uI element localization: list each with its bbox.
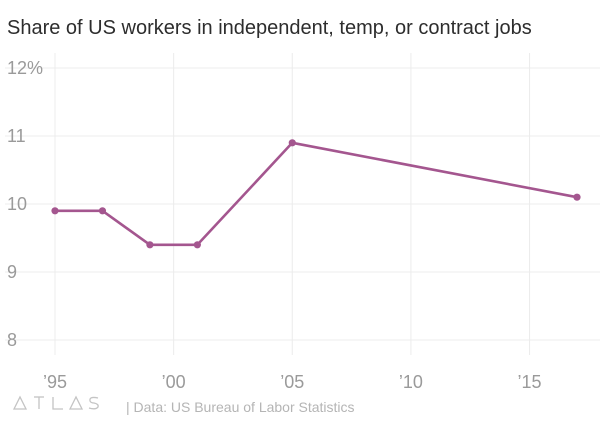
grid-lines bbox=[5, 53, 600, 355]
x-tick-label: ’15 bbox=[518, 372, 542, 392]
series-layer bbox=[51, 139, 581, 249]
data-point bbox=[98, 207, 107, 215]
y-tick-label: 11 bbox=[7, 126, 26, 146]
x-tick-label: ’00 bbox=[162, 372, 186, 392]
x-axis-labels: ’95 ’00 ’05 ’10 ’15 bbox=[43, 372, 542, 392]
data-point bbox=[51, 207, 59, 215]
y-tick-label: 12% bbox=[7, 58, 43, 78]
data-point bbox=[288, 139, 296, 147]
data-point bbox=[193, 241, 201, 249]
series-line bbox=[53, 141, 579, 247]
data-point bbox=[146, 241, 154, 249]
y-tick-label: 8 bbox=[7, 330, 17, 350]
y-axis-labels: 8 9 10 11 12% bbox=[7, 58, 43, 350]
source-note: | Data: US Bureau of Labor Statistics bbox=[126, 399, 355, 415]
x-tick-label: ’95 bbox=[43, 372, 67, 392]
y-tick-label: 9 bbox=[7, 262, 17, 282]
x-tick-label: ’10 bbox=[399, 372, 423, 392]
data-point bbox=[573, 193, 581, 201]
chart-title: Share of US workers in independent, temp… bbox=[7, 17, 532, 39]
x-tick-label: ’05 bbox=[280, 372, 304, 392]
y-tick-label: 10 bbox=[7, 194, 27, 214]
atlas-logo bbox=[12, 395, 99, 410]
